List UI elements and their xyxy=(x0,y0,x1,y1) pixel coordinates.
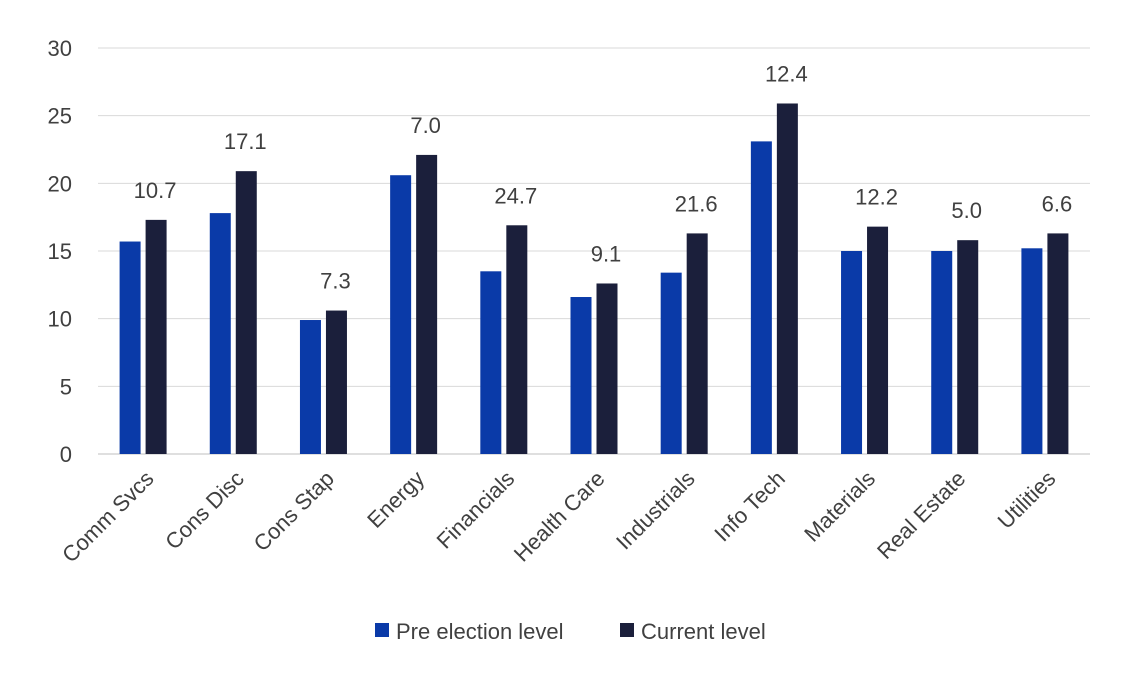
bar-pre-election xyxy=(209,213,231,454)
bar-pre-election xyxy=(660,272,682,454)
y-tick-label: 0 xyxy=(60,442,72,467)
data-label: 21.6 xyxy=(675,191,718,216)
legend-swatch xyxy=(375,623,389,637)
bar-current xyxy=(957,240,979,454)
x-category-label: Comm Svcs xyxy=(57,466,159,568)
data-label: 7.3 xyxy=(320,269,351,294)
bar-pre-election xyxy=(390,175,412,455)
bar-current xyxy=(776,103,798,454)
bar-current xyxy=(867,226,889,454)
x-category-label: Health Care xyxy=(509,466,610,567)
x-category-label: Cons Disc xyxy=(160,466,249,555)
bar-current xyxy=(596,283,618,454)
bar-pre-election xyxy=(1021,248,1043,454)
data-label: 17.1 xyxy=(224,129,267,154)
bars xyxy=(119,103,1069,455)
y-tick-label: 25 xyxy=(48,104,72,129)
bar-pre-election xyxy=(841,251,863,454)
bar-current xyxy=(145,219,167,454)
bar-pre-election xyxy=(570,297,592,454)
x-category-label: Real Estate xyxy=(872,466,970,564)
bar-pre-election xyxy=(750,141,772,454)
bar-current xyxy=(235,171,257,455)
data-label: 5.0 xyxy=(951,198,982,223)
legend-label: Current level xyxy=(641,619,766,644)
y-tick-label: 15 xyxy=(48,239,72,264)
bar-pre-election xyxy=(119,241,141,454)
data-label: 24.7 xyxy=(494,183,537,208)
y-tick-label: 20 xyxy=(48,171,72,196)
data-label: 12.4 xyxy=(765,61,808,86)
data-label: 10.7 xyxy=(134,178,177,203)
data-label: 12.2 xyxy=(855,185,898,210)
x-category-label: Industrials xyxy=(611,466,700,555)
x-category-label: Utilities xyxy=(993,466,1061,534)
bar-pre-election xyxy=(931,251,953,454)
data-label: 7.0 xyxy=(410,113,441,138)
legend: Pre election level Current level xyxy=(375,619,766,644)
y-tick-label: 10 xyxy=(48,307,72,332)
x-category-label: Materials xyxy=(799,466,880,547)
x-category-label: Energy xyxy=(362,466,429,533)
x-category-label: Financials xyxy=(432,466,520,554)
bar-current xyxy=(1047,233,1069,454)
bar-current xyxy=(416,154,438,454)
bar-current xyxy=(506,225,528,454)
y-axis-ticks: 0 5 10 15 20 25 30 xyxy=(48,36,72,467)
bar-pre-election xyxy=(480,271,502,454)
data-labels: 10.7 17.1 7.3 7.0 24.7 9.1 21.6 12.4 12.2 5.0 6.6 xyxy=(134,61,1073,293)
x-category-label: Info Tech xyxy=(709,466,790,547)
x-axis-categories: Comm Svcs Cons Disc Cons Stap Energy Financi… xyxy=(57,466,1060,568)
y-tick-label: 30 xyxy=(48,36,72,61)
legend-swatch xyxy=(620,623,634,637)
bar-pre-election xyxy=(299,320,321,454)
data-label: 6.6 xyxy=(1042,191,1073,216)
gridlines xyxy=(98,47,1090,455)
bar-current xyxy=(686,233,708,454)
y-tick-label: 5 xyxy=(60,374,72,399)
legend-label: Pre election level xyxy=(396,619,564,644)
bar-current xyxy=(325,310,347,454)
data-label: 9.1 xyxy=(591,241,622,266)
x-category-label: Cons Stap xyxy=(249,466,339,556)
